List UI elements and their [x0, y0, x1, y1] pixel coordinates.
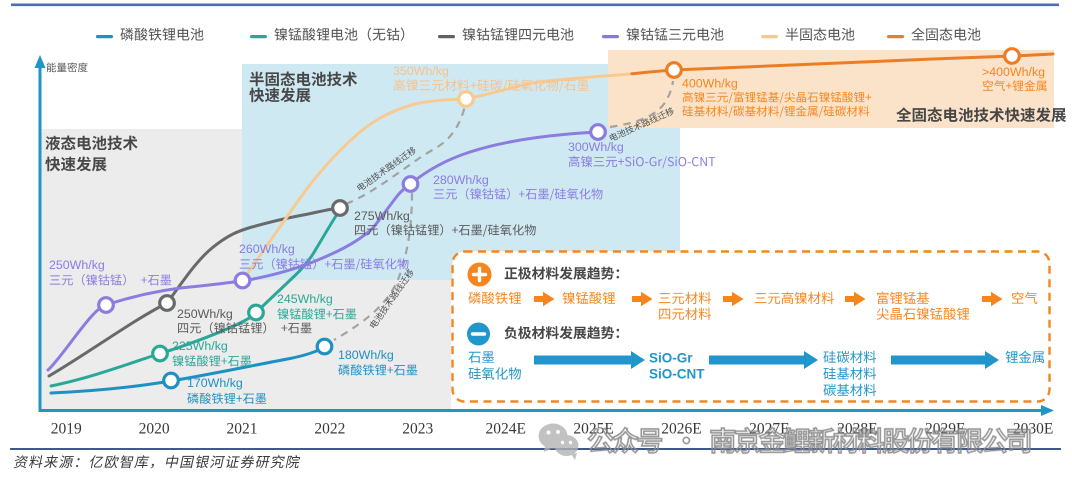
svg-text:260Wh/kg: 260Wh/kg: [239, 242, 295, 256]
svg-text:400Wh/kg: 400Wh/kg: [682, 77, 738, 91]
svg-text:SiO-Gr: SiO-Gr: [649, 351, 693, 366]
svg-text:2020: 2020: [139, 421, 170, 438]
svg-text:275Wh/kg: 275Wh/kg: [354, 209, 410, 223]
svg-text:250Wh/kg: 250Wh/kg: [49, 258, 105, 272]
svg-text:300Wh/kg: 300Wh/kg: [568, 140, 624, 154]
svg-text:2025E: 2025E: [573, 421, 613, 438]
svg-text:250Wh/kg: 250Wh/kg: [177, 307, 233, 321]
svg-text:2021: 2021: [227, 421, 258, 438]
svg-text:2030E: 2030E: [1013, 421, 1053, 438]
svg-text:SiO-CNT: SiO-CNT: [649, 367, 705, 382]
svg-text:170Wh/kg: 170Wh/kg: [187, 376, 243, 390]
svg-text:2019: 2019: [51, 421, 82, 438]
svg-text:2023: 2023: [402, 421, 433, 438]
svg-text:225Wh/kg: 225Wh/kg: [172, 339, 228, 353]
svg-text:2024E: 2024E: [485, 421, 525, 438]
svg-text:245Wh/kg: 245Wh/kg: [277, 292, 333, 306]
svg-text:>400Wh/kg: >400Wh/kg: [982, 65, 1045, 79]
svg-text:2026E: 2026E: [661, 421, 701, 438]
svg-text:350Wh/kg: 350Wh/kg: [393, 64, 449, 78]
svg-text:2022: 2022: [314, 421, 345, 438]
svg-text:280Wh/kg: 280Wh/kg: [433, 173, 489, 187]
svg-text:2028E: 2028E: [837, 421, 877, 438]
svg-text:180Wh/kg: 180Wh/kg: [338, 348, 394, 362]
